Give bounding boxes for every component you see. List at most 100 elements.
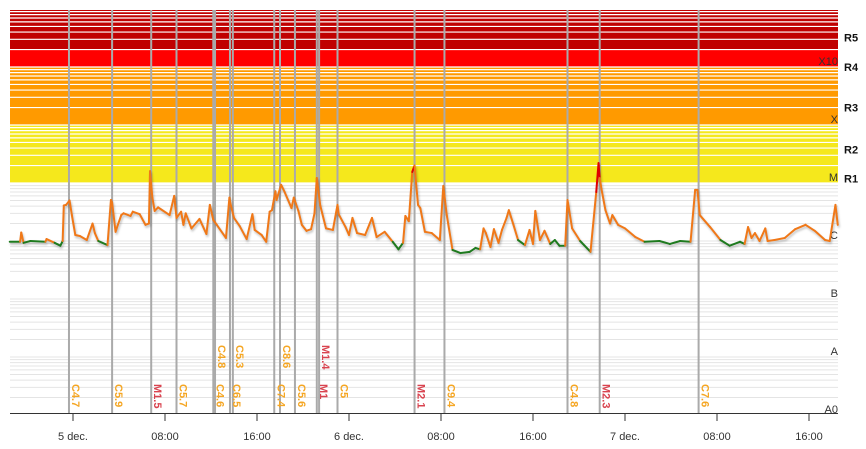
level-label-m: M <box>829 172 838 184</box>
flux-segment <box>634 236 646 243</box>
r-scale-label-r5: R5 <box>844 33 858 45</box>
r-scale-label-r1: R1 <box>844 173 858 185</box>
flux-segment <box>773 236 786 242</box>
level-label-x10: X10 <box>818 56 838 68</box>
flare-label: C4.8 <box>215 345 227 368</box>
x-axis: 5 dec. 08:00 16:00 6 dec. 08:00 16:00 7 dec. 08… <box>10 413 838 443</box>
flux-segment <box>229 203 235 219</box>
flux-segment <box>93 232 100 242</box>
band-yellow <box>10 125 838 183</box>
flux-segment <box>111 201 117 233</box>
band-orange <box>10 67 838 125</box>
flux-segment <box>507 209 515 226</box>
flux-segment <box>292 196 300 212</box>
flux-curve <box>8 162 839 255</box>
flux-segment <box>719 239 731 247</box>
x-tick-label: 16:00 <box>519 431 547 443</box>
flux-segment <box>348 216 354 236</box>
x-tick-label: 5 dec. <box>58 431 88 443</box>
flux-segment <box>728 240 741 247</box>
flux-segment <box>532 209 537 245</box>
flux-segment <box>375 230 386 239</box>
x-tick-label: 08:00 <box>427 431 455 443</box>
flare-label: C4.8 <box>568 384 580 407</box>
flux-segment <box>265 210 271 243</box>
flare-label: C8.6 <box>280 345 292 368</box>
flux-segment <box>419 207 426 233</box>
flare-label: M2.1 <box>415 384 427 408</box>
level-label-x: X <box>831 114 839 126</box>
flux-segment <box>668 240 682 245</box>
flux-segment <box>131 210 141 216</box>
flux-segment <box>617 223 626 230</box>
flux-segment <box>597 162 601 179</box>
flux-segment <box>423 230 433 235</box>
flux-segment <box>29 240 47 243</box>
flux-segment <box>238 225 248 241</box>
flux-segment <box>364 216 373 236</box>
flux-segment <box>22 240 32 244</box>
flux-segment <box>325 227 334 231</box>
flux-segment <box>319 204 327 230</box>
flare-label: C4.6 <box>213 384 225 407</box>
radio-blackout-labels: R1 R2 R3 R4 R5 <box>844 33 859 186</box>
flare-event-lines <box>67 10 700 413</box>
flux-segment <box>571 227 582 242</box>
flux-segment <box>300 223 308 232</box>
flux-segment <box>205 203 211 236</box>
flux-segment <box>198 217 208 236</box>
flux-segment <box>168 194 176 217</box>
flux-segment <box>828 203 837 242</box>
flux-segment <box>609 214 614 225</box>
flux-segment <box>331 203 339 231</box>
flux-segment <box>468 246 477 253</box>
flare-label: C5.3 <box>233 345 245 368</box>
flux-segment <box>68 199 73 217</box>
flux-segment <box>601 190 607 212</box>
flux-segment <box>310 212 316 231</box>
flux-segment <box>624 227 637 239</box>
flux-segment <box>698 214 712 229</box>
flux-segment <box>20 231 25 244</box>
flux-segment <box>356 232 367 236</box>
flux-segment <box>208 203 215 222</box>
flux-segment <box>743 226 750 245</box>
r-scale-label-r3: R3 <box>844 103 858 115</box>
severity-bands <box>10 10 838 183</box>
flux-segment <box>589 190 598 253</box>
flux-segment <box>549 239 556 245</box>
flux-segment <box>70 214 77 236</box>
flux-segment <box>804 223 816 232</box>
flux-segment <box>512 223 520 242</box>
flux-segment <box>45 238 56 244</box>
flux-segment <box>138 213 147 226</box>
flux-segment <box>611 214 620 226</box>
flare-label: M1 <box>317 384 329 399</box>
flare-label: C5.7 <box>177 384 189 407</box>
flux-segment <box>371 216 378 239</box>
flux-segment <box>517 239 526 247</box>
flare-label: M1.4 <box>319 345 331 370</box>
flux-segment <box>598 176 603 193</box>
flux-segment <box>184 212 193 230</box>
flux-segment <box>283 190 293 210</box>
flux-segment <box>182 212 187 226</box>
flux-segment <box>337 213 347 229</box>
flux-segment <box>61 204 65 242</box>
flux-segment <box>53 241 62 247</box>
flux-segment <box>451 248 462 255</box>
flare-label: C6.5 <box>230 384 242 407</box>
flare-label: C7.6 <box>699 384 711 407</box>
flare-labels: C4.7 C5.9 M1.5 C5.7 C4.6 C4.8 C6.5 C5.3 C7.4 C8.6… <box>69 345 711 408</box>
flux-segment <box>500 216 508 231</box>
flux-segment <box>679 240 692 243</box>
flux-segment <box>215 223 227 239</box>
flux-segment <box>173 194 178 219</box>
flux-segment <box>489 228 495 248</box>
flux-segment <box>658 240 671 245</box>
level-label-c: C <box>830 230 838 242</box>
flux-segment <box>251 213 256 231</box>
flux-segment <box>497 228 503 244</box>
flux-segment <box>543 229 552 245</box>
